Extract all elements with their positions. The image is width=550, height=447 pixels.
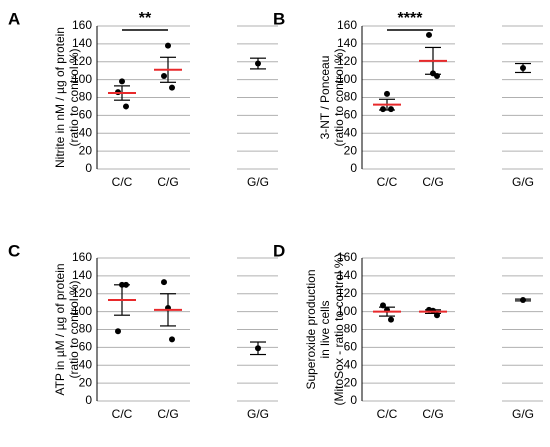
x-tick-label: C/C [377, 407, 398, 421]
data-point [169, 84, 175, 91]
data-point [123, 281, 129, 288]
data-point [161, 73, 167, 80]
y-tick-label: 160 [72, 250, 92, 264]
data-point [520, 297, 526, 304]
y-axis-label: Superoxide production [304, 269, 318, 389]
y-tick-label: 0 [350, 161, 357, 175]
y-axis-label: (ratio to control %) [332, 48, 346, 146]
y-tick-label: 20 [79, 375, 93, 389]
y-tick-label: 100 [337, 304, 357, 318]
data-point [380, 302, 386, 309]
y-tick-label: 20 [344, 143, 358, 157]
y-tick-label: 120 [337, 54, 357, 68]
data-point [169, 336, 175, 343]
panel: D 0 20 40 60 80 100 120 140 160 Superoxide product… [273, 241, 543, 421]
data-point [115, 328, 121, 335]
y-tick-label: 60 [79, 340, 93, 354]
y-tick-label: 0 [350, 393, 357, 407]
data-point [165, 42, 171, 49]
y-tick-label: 40 [79, 125, 93, 139]
y-tick-label: 140 [337, 268, 357, 282]
y-tick-label: 20 [79, 143, 93, 157]
y-tick-label: 80 [344, 90, 358, 104]
y-tick-label: 60 [79, 108, 93, 122]
data-point [388, 316, 394, 323]
data-point [426, 31, 432, 38]
y-tick-label: 140 [72, 36, 92, 50]
data-point [434, 73, 440, 80]
x-tick-label: C/G [157, 407, 178, 421]
panel: A 0 20 40 60 80 100 120 140 160 Nitrite in nM / µg… [8, 9, 278, 189]
y-tick-label: 80 [344, 322, 358, 336]
y-tick-label: 40 [79, 357, 93, 371]
x-tick-label: C/G [422, 407, 443, 421]
y-axis-label: (ratio to control %) [67, 280, 81, 378]
x-tick-label: C/C [112, 175, 133, 189]
significance-label: ** [139, 10, 152, 27]
y-tick-label: 0 [85, 161, 92, 175]
y-tick-label: 60 [344, 340, 358, 354]
data-point [434, 312, 440, 319]
y-tick-label: 140 [337, 36, 357, 50]
y-axis-label: in live cells [318, 300, 332, 358]
y-tick-label: 120 [72, 54, 92, 68]
x-tick-label: G/G [247, 175, 269, 189]
y-tick-label: 100 [72, 304, 92, 318]
y-tick-label: 120 [72, 286, 92, 300]
y-tick-label: 80 [79, 90, 93, 104]
y-axis-label: (ratio to control %) [67, 48, 81, 146]
x-tick-label: C/G [157, 175, 178, 189]
y-tick-label: 60 [344, 108, 358, 122]
y-axis-label: Nitrite in nM / µg of protein [53, 27, 67, 168]
panel-label: A [8, 9, 20, 28]
data-point [384, 90, 390, 97]
x-tick-label: C/C [377, 175, 398, 189]
data-point [255, 345, 261, 352]
y-tick-label: 40 [344, 125, 358, 139]
y-tick-label: 140 [72, 268, 92, 282]
y-tick-label: 160 [72, 18, 92, 32]
x-tick-label: G/G [512, 407, 534, 421]
x-tick-label: G/G [247, 407, 269, 421]
y-axis-label: ATP in µM / µg of protein [53, 263, 67, 395]
data-point [520, 65, 526, 72]
panel: C 0 20 40 60 80 100 120 140 160 ATP in µM / µg of … [8, 241, 278, 421]
y-axis-label: 3-NT / Ponceau [318, 56, 332, 140]
x-tick-label: G/G [512, 175, 534, 189]
y-tick-label: 0 [85, 393, 92, 407]
panel-label: B [273, 9, 285, 28]
data-point [119, 78, 125, 85]
y-tick-label: 80 [79, 322, 93, 336]
y-tick-label: 160 [337, 18, 357, 32]
data-point [255, 60, 261, 67]
panel-label: D [273, 241, 285, 260]
y-axis-label: (MitoSox - ratio to control %) [332, 253, 346, 405]
data-point [123, 103, 129, 110]
y-tick-label: 40 [344, 357, 358, 371]
significance-label: **** [398, 10, 424, 27]
y-tick-label: 120 [337, 286, 357, 300]
data-point [388, 106, 394, 113]
data-point [380, 106, 386, 113]
y-tick-label: 100 [337, 72, 357, 86]
data-point [161, 279, 167, 286]
x-tick-label: C/G [422, 175, 443, 189]
x-tick-label: C/C [112, 407, 133, 421]
panel: B 0 20 40 60 80 100 120 140 160 3-NT / Ponceau (rat… [273, 9, 543, 189]
panel-label: C [8, 241, 20, 260]
y-tick-label: 100 [72, 72, 92, 86]
y-tick-label: 160 [337, 250, 357, 264]
y-tick-label: 20 [344, 375, 358, 389]
